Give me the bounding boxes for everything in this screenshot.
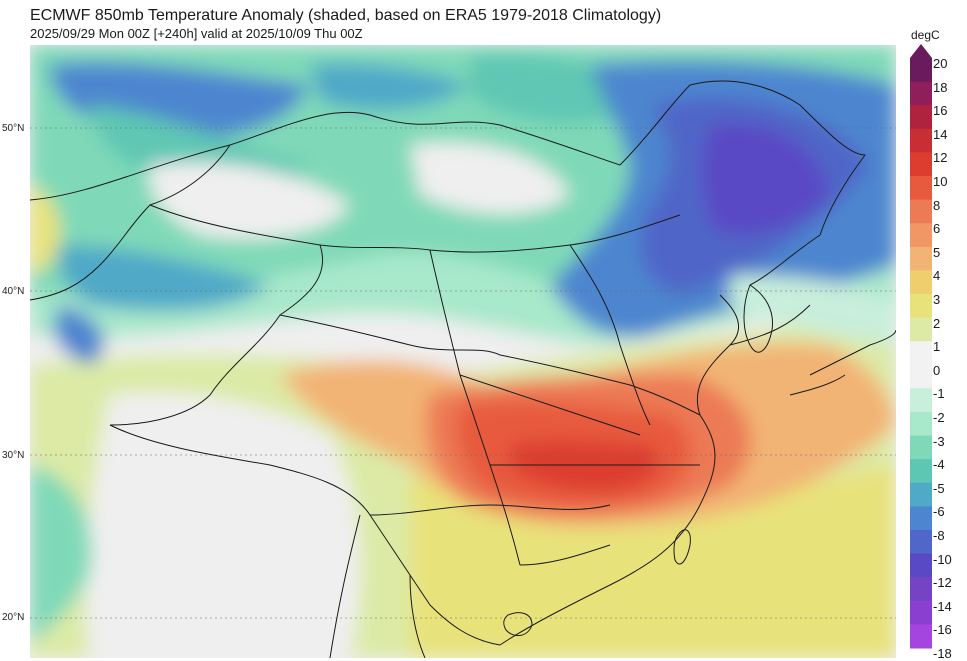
colorbar-segment: [910, 506, 932, 531]
boundaries: [30, 80, 896, 658]
colorbar-segment: [910, 341, 932, 366]
colorbar-segment: [910, 58, 932, 83]
colorbar-segment: [910, 553, 932, 578]
colorbar-tick-label: 20: [933, 56, 948, 71]
shaded-field: [30, 45, 896, 658]
colorbar-tick-label: -8: [933, 528, 945, 543]
colorbar-tick-label: 6: [933, 221, 941, 237]
colorbar-segment: [910, 530, 932, 555]
colorbar-tick-label: 1: [933, 339, 941, 355]
colorbar-segment: [910, 435, 932, 460]
colorbar-tick-label: -5: [933, 480, 945, 496]
colorbar-tick-label: 5: [933, 244, 941, 260]
colorbar: [910, 44, 932, 649]
colorbar-segment: [910, 81, 932, 106]
colorbar-segment: [910, 223, 932, 248]
colorbar-tick-label: 12: [933, 150, 948, 166]
colorbar-tick-label: -16: [933, 622, 952, 638]
colorbar-segment: [910, 624, 932, 649]
colorbar-segment: [910, 317, 932, 342]
colorbar-segment: [910, 270, 932, 295]
colorbar-segment: [910, 412, 932, 437]
colorbar-segment: [910, 388, 932, 413]
colorbar-tick-label: 3: [933, 292, 941, 307]
anomaly-map: [30, 45, 896, 658]
lat-label-50n: 50°N: [2, 123, 25, 134]
colorbar-tick-label: 4: [933, 268, 941, 284]
colorbar-segment: [910, 600, 932, 625]
graticule: [30, 127, 896, 619]
map-title: ECMWF 850mb Temperature Anomaly (shaded,…: [30, 7, 662, 24]
colorbar-tick-label: 0: [933, 362, 941, 378]
colorbar-tick-label: -3: [933, 433, 945, 449]
colorbar-top-arrow: [910, 44, 932, 58]
colorbar-segment: [910, 482, 932, 507]
lat-label-20n: 20°N: [2, 612, 25, 623]
colorbar-tick-label: 14: [933, 126, 948, 142]
colorbar-segment: [910, 176, 932, 201]
colorbar-tick-label: -2: [933, 410, 945, 425]
lat-label-30n: 30°N: [2, 450, 25, 461]
colorbar-segment: [910, 294, 932, 319]
colorbar-segment: [910, 128, 932, 153]
colorbar-tick-label: -4: [933, 457, 945, 473]
colorbar-tick-label: 10: [933, 174, 948, 189]
colorbar-segment: [910, 246, 932, 271]
colorbar-tick-labels: 20 18 16 14 12 10 8 6 5 4 3 2 1 0 -1 -2 -3 -4 -5 -6 -8 -10 -12…: [933, 49, 967, 661]
colorbar-segment: [910, 459, 932, 484]
colorbar-tick-label: -18: [933, 646, 952, 661]
lat-label-40n: 40°N: [2, 286, 25, 297]
map-subtitle: 2025/09/29 Mon 00Z [+240h] valid at 2025…: [30, 26, 363, 41]
colorbar-tick-label: 18: [933, 79, 948, 95]
colorbar-tick-label: -6: [933, 504, 945, 520]
colorbar-tick-label: 16: [933, 103, 948, 119]
colorbar-tick-label: 8: [933, 197, 941, 213]
colorbar-tick-label: -14: [933, 598, 952, 614]
colorbar-unit: degC: [911, 28, 940, 42]
colorbar-segment: [910, 152, 932, 177]
colorbar-segment: [910, 199, 932, 224]
colorbar-segment: [910, 364, 932, 389]
colorbar-tick-label: -12: [933, 575, 952, 591]
colorbar-tick-label: -1: [933, 386, 945, 402]
colorbar-segment: [910, 577, 932, 602]
colorbar-tick-label: -10: [933, 551, 952, 567]
colorbar-segment: [910, 105, 932, 130]
colorbar-tick-label: 2: [933, 315, 941, 331]
